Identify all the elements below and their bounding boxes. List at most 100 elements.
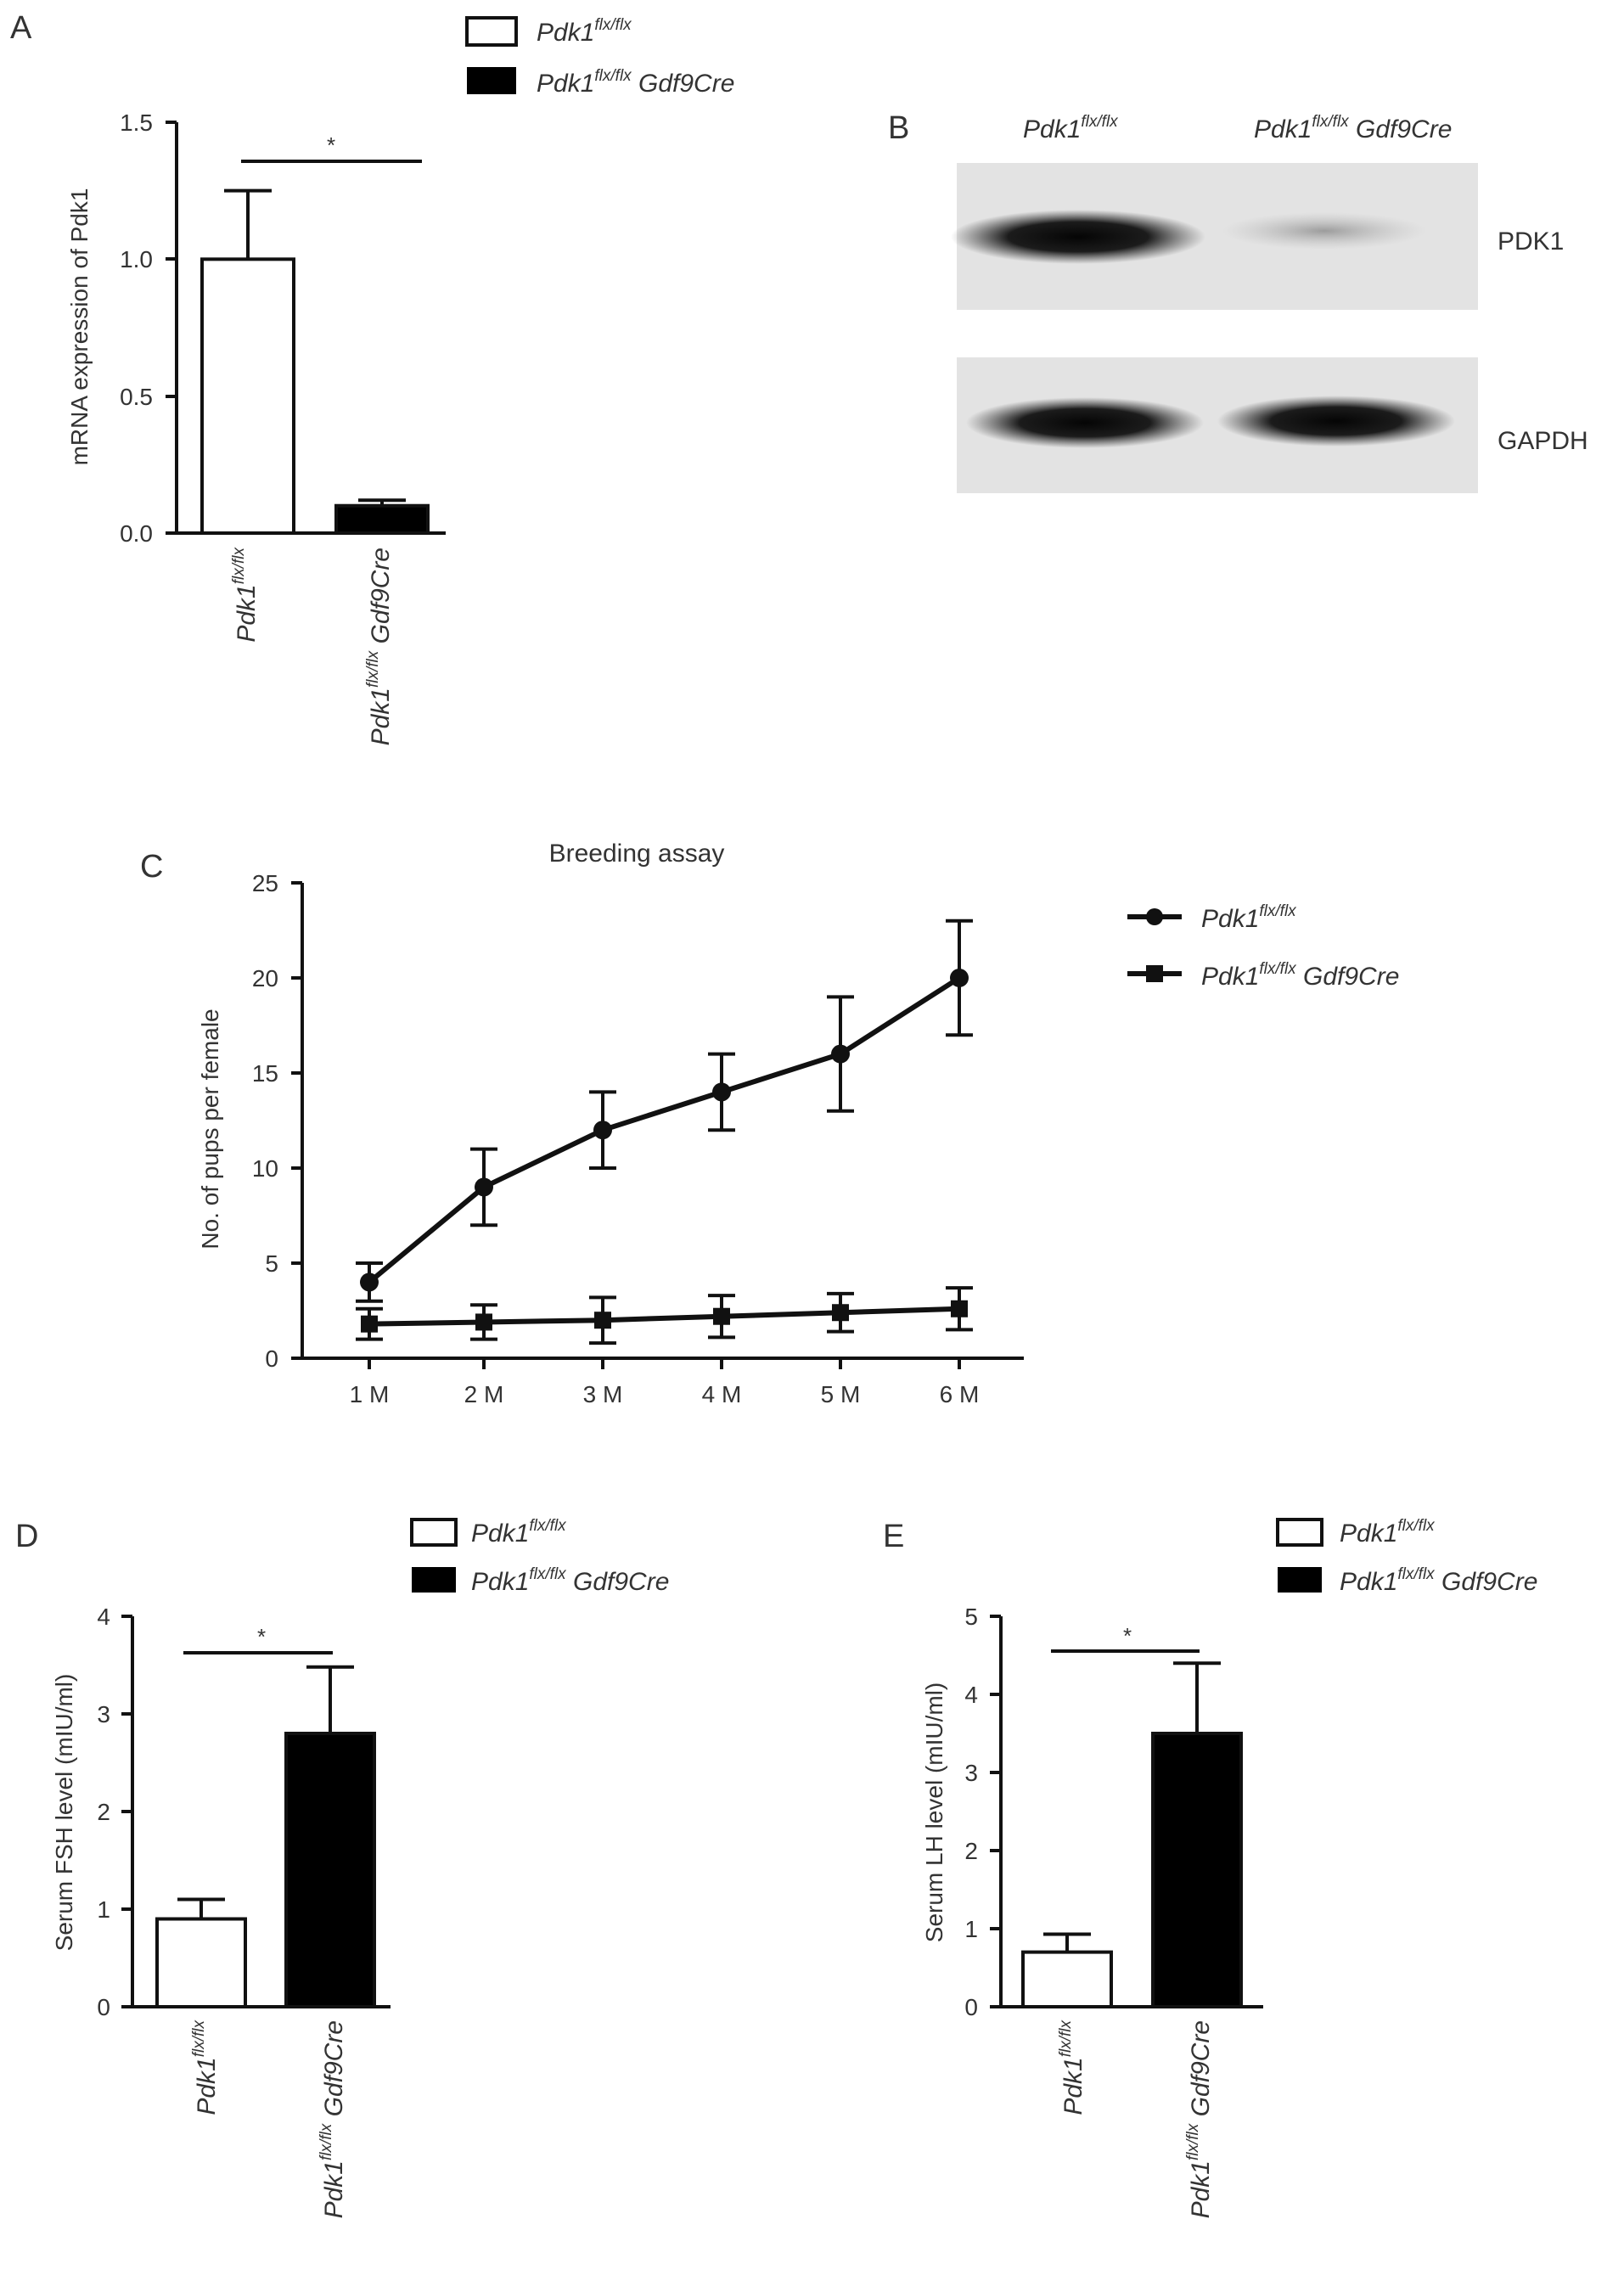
y-tick-label-d-4: 4 [97,1604,110,1630]
x-tick-labels-a: Pdk1flx/flx Pdk1flx/flx Gdf9Cre [230,547,395,746]
legend-marker-square [1146,965,1163,982]
y-tick-label-c-1: 5 [265,1250,278,1277]
legend-label-e-control: Pdk1flx/flx [1340,1517,1436,1548]
significance-d: * [183,1624,333,1654]
point-control-5 [831,1044,850,1064]
y-axis-a: 0.0 0.5 1.0 1.5 [120,110,178,547]
point-knockout-2 [475,1313,492,1331]
chart-title-c: Breeding assay [549,840,725,868]
band-label-gapdh: GAPDH [1498,427,1588,455]
panel-a: A Pdk1flx/flx Pdk1flx/flx Gdf9Cre mRNA e… [10,10,734,745]
band-gapdh-control [966,397,1204,448]
y-tick-label-a-1: 0.5 [120,384,153,410]
legend-label-knockout: Pdk1flx/flx Gdf9Cre [537,67,734,98]
legend-marker-circle [1146,908,1163,925]
point-control-4 [712,1082,731,1102]
y-tick-label-e-1: 1 [964,1916,978,1942]
legend-swatch-control [465,16,518,47]
y-tick-label-e-4: 4 [964,1682,978,1708]
legend-label-c-control: Pdk1flx/flx [1201,902,1297,933]
x-tick-labels-e: Pdk1flx/flx Pdk1flx/flx Gdf9Cre [1057,2020,1215,2219]
panel-label-e: E [883,1519,904,1554]
point-control-6 [950,969,969,987]
y-tick-label-e-2: 2 [964,1838,978,1864]
y-tick-label-a-2: 1.0 [120,246,153,272]
legend-d: Pdk1flx/flx Pdk1flx/flx Gdf9Cre [410,1517,669,1596]
series-c [356,918,973,1345]
y-axis-label-d: Serum FSH level (mIU/ml) [51,1674,77,1952]
y-axis-label-e: Serum LH level (mIU/ml) [921,1682,947,1942]
legend-label-e-knockout: Pdk1flx/flx Gdf9Cre [1340,1565,1537,1596]
y-tick-label-c-3: 15 [252,1060,278,1087]
point-knockout-6 [951,1300,968,1317]
bar-a-control [200,257,295,535]
y-tick-label-e-3: 3 [964,1760,978,1786]
panel-label-b: B [888,110,909,146]
lane-label-control: Pdk1flx/flx [1023,113,1119,143]
y-tick-label-d-0: 0 [97,1994,110,2020]
x-tick-label-c-6: 6 M [940,1381,980,1407]
panel-label-a: A [10,10,32,46]
significance-star-a: * [327,132,335,158]
series-line-knockout [368,1306,960,1327]
panel-e: E Pdk1flx/flx Pdk1flx/flx Gdf9Cre Serum … [883,1517,1537,2218]
x-tick-label-d-control: Pdk1flx/flx [190,2020,221,2115]
y-axis-d: 0 1 2 3 4 [97,1604,134,2020]
y-tick-label-c-2: 10 [252,1155,278,1182]
panel-c: C Breeding assay No. of pups per female … [140,840,1399,1407]
y-axis-label-a: mRNA expression of Pdk1 [66,188,93,466]
series-line-control [368,975,961,1284]
legend-swatch-e-knockout [1278,1567,1322,1593]
bar-d-control [155,1917,247,2008]
point-knockout-5 [832,1304,849,1322]
y-tick-label-e-0: 0 [964,1994,978,2020]
y-tick-label-c-4: 20 [252,965,278,992]
bar-e-control [1021,1950,1113,2009]
panel-label-c: C [140,849,163,885]
legend-c: Pdk1flx/flx Pdk1flx/flx Gdf9Cre [1127,902,1399,991]
x-tick-label-e-knockout: Pdk1flx/flx Gdf9Cre [1184,2020,1215,2218]
y-tick-label-e-5: 5 [964,1604,978,1630]
x-tick-label-c-2: 2 M [464,1381,504,1407]
x-tick-label-a-control: Pdk1flx/flx [230,547,261,643]
x-tick-label-c-3: 3 M [583,1381,623,1407]
band-gapdh-knockout [1217,396,1455,447]
panel-b: B Pdk1flx/flx Pdk1flx/flx Gdf9Cre PDK1 G… [888,110,1588,493]
y-axis-c: 0 5 10 15 20 25 [252,870,304,1372]
bar-e-knockout [1151,1732,1243,2008]
significance-a: * [241,132,422,163]
legend-label-c-knockout: Pdk1flx/flx Gdf9Cre [1201,960,1399,991]
y-tick-label-c-0: 0 [265,1345,278,1372]
bars-e [1021,1661,1243,2009]
bars-d [155,1665,376,2008]
bar-d-knockout [284,1732,376,2008]
x-tick-label-d-knockout: Pdk1flx/flx Gdf9Cre [317,2020,348,2218]
x-tick-label-c-4: 4 M [702,1381,742,1407]
legend-label-d-control: Pdk1flx/flx [471,1517,567,1548]
x-tick-label-c-5: 5 M [821,1381,861,1407]
y-tick-label-a-0: 0.0 [120,520,153,547]
x-tick-label-e-control: Pdk1flx/flx [1057,2020,1087,2115]
legend-label-d-knockout: Pdk1flx/flx Gdf9Cre [471,1565,669,1596]
y-axis-label-c: No. of pups per female [197,1008,223,1249]
lane-label-knockout: Pdk1flx/flx Gdf9Cre [1254,113,1452,143]
legend-a: Pdk1flx/flx Pdk1flx/flx Gdf9Cre [465,16,734,98]
band-pdk1-knockout [1222,212,1426,250]
x-tick-label-a-knockout: Pdk1flx/flx Gdf9Cre [364,548,395,745]
legend-e: Pdk1flx/flx Pdk1flx/flx Gdf9Cre [1276,1517,1537,1596]
significance-star-e: * [1123,1623,1132,1649]
point-control-1 [360,1272,379,1292]
point-knockout-3 [594,1312,611,1329]
legend-swatch-knockout [467,67,516,94]
y-tick-label-d-1: 1 [97,1896,110,1923]
band-pdk1-control [951,210,1205,264]
x-tick-labels-d: Pdk1flx/flx Pdk1flx/flx Gdf9Cre [190,2020,348,2219]
legend-swatch-d-knockout [412,1567,456,1593]
legend-label-control: Pdk1flx/flx [537,16,632,47]
point-knockout-1 [361,1315,378,1333]
y-tick-label-c-5: 25 [252,870,278,896]
significance-e: * [1051,1623,1200,1653]
point-control-3 [593,1121,612,1140]
panel-d: D Pdk1flx/flx Pdk1flx/flx Gdf9Cre Serum … [15,1517,669,2218]
x-axis-c: 1 M 2 M 3 M 4 M 5 M 6 M [350,1358,980,1407]
